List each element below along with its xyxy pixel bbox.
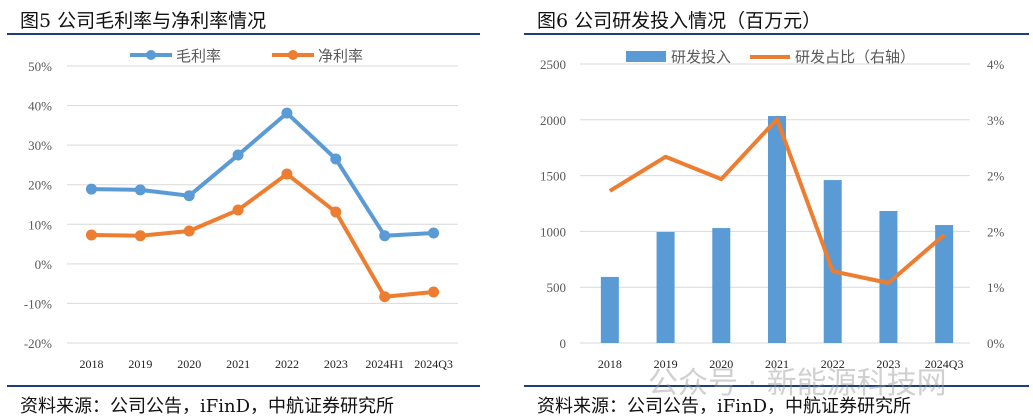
legend-swatch (626, 51, 666, 62)
legend-label: 研发投入 (671, 48, 731, 66)
x-tick-label: 2024Q3 (925, 357, 964, 371)
data-point (330, 206, 342, 218)
x-tick-label: 2022 (275, 357, 299, 371)
chart1-bottom-rule (7, 385, 480, 387)
y-tick-label: 2500 (540, 57, 566, 72)
series-line-1 (91, 172, 434, 299)
y2-tick-label: 4% (987, 57, 1005, 72)
y-tick-label: -20% (24, 336, 52, 351)
chart2-bottom-rule (524, 385, 1029, 387)
x-tick-label: 2019 (128, 357, 152, 371)
y2-tick-label: 2% (987, 169, 1005, 184)
y-tick-label: 2000 (540, 113, 566, 128)
bar (768, 116, 786, 343)
y-tick-label: 0% (35, 257, 53, 272)
y-tick-label: 1500 (540, 169, 566, 184)
legend-marker (288, 50, 298, 60)
bar (712, 228, 731, 343)
data-point (428, 227, 440, 239)
x-tick-label: 2018 (598, 357, 622, 371)
data-point (232, 204, 244, 216)
x-tick-label: 2018 (79, 357, 103, 371)
chart1-title: 图5 公司毛利率与净利率情况 (20, 10, 267, 32)
chart1-top-rule (7, 33, 480, 35)
series-line-0 (91, 111, 434, 238)
data-point (428, 286, 440, 298)
data-point (85, 183, 97, 195)
legend-marker (146, 50, 156, 60)
x-tick-label: 2021 (765, 357, 789, 371)
x-tick-label: 2022 (821, 357, 845, 371)
data-point (183, 225, 195, 237)
data-point (281, 107, 293, 119)
data-point (232, 149, 244, 161)
chart1-source: 资料来源：公司公告，iFinD，中航证券研究所 (20, 396, 395, 417)
chart2-top-rule (524, 33, 1029, 35)
bar (823, 180, 842, 343)
data-point (134, 184, 146, 196)
data-point (379, 230, 391, 242)
y-tick-label: 10% (28, 217, 52, 232)
bar (879, 210, 898, 343)
y2-tick-label: 0% (987, 336, 1005, 351)
x-tick-label: 2023 (324, 357, 348, 371)
chart2-source: 资料来源：公司公告，iFinD，中航证券研究所 (537, 396, 912, 417)
data-point (379, 291, 391, 303)
data-point (330, 153, 342, 165)
y2-tick-label: 3% (987, 113, 1005, 128)
data-point (85, 229, 97, 241)
y2-tick-label: 1% (987, 280, 1005, 295)
y-tick-label: 20% (28, 178, 52, 193)
bar (600, 276, 619, 343)
y-tick-label: 500 (547, 280, 567, 295)
data-point (183, 190, 195, 202)
bar (656, 231, 675, 343)
y-tick-label: 40% (28, 99, 52, 114)
x-tick-label: 2021 (226, 357, 250, 371)
legend-label: 研发占比（右轴） (795, 48, 915, 66)
legend-label: 毛利率 (176, 47, 221, 65)
x-tick-label: 2023 (876, 357, 900, 371)
x-tick-label: 2019 (654, 357, 678, 371)
x-tick-label: 2020 (177, 357, 201, 371)
bar (935, 225, 954, 343)
legend-label: 净利率 (318, 47, 363, 65)
chart2-title: 图6 公司研发投入情况（百万元） (537, 10, 822, 32)
y-tick-label: 50% (28, 59, 52, 74)
watermark: 公众号 · 新能源科技网 (648, 366, 947, 401)
data-point (281, 168, 293, 180)
y-tick-label: -10% (24, 296, 52, 311)
x-tick-label: 2020 (709, 357, 733, 371)
x-tick-label: 2024H1 (365, 357, 404, 371)
y-tick-label: 30% (28, 138, 52, 153)
y-tick-label: 0 (560, 336, 567, 351)
x-tick-label: 2024Q3 (414, 357, 453, 371)
y2-tick-label: 2% (987, 224, 1005, 239)
data-point (134, 230, 146, 242)
y-tick-label: 1000 (540, 224, 566, 239)
